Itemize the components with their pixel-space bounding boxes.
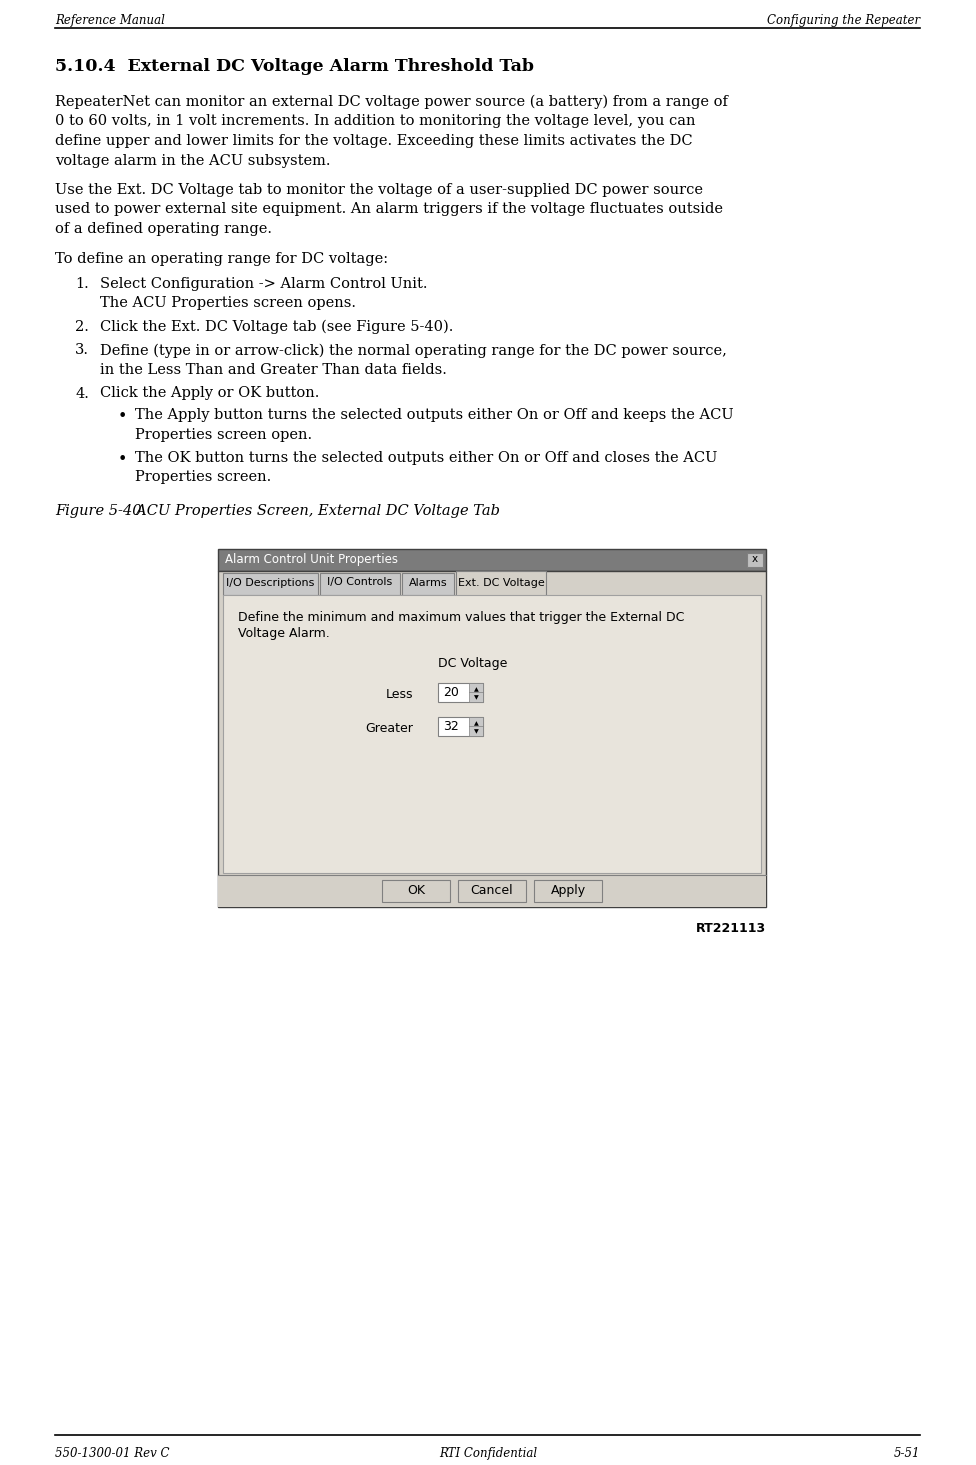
Text: of a defined operating range.: of a defined operating range.	[55, 223, 272, 236]
Text: x: x	[752, 554, 758, 564]
Text: The Apply button turns the selected outputs either On or Off and keeps the ACU: The Apply button turns the selected outp…	[135, 407, 734, 422]
Text: DC Voltage: DC Voltage	[438, 656, 508, 670]
Bar	[457, 593, 545, 595]
Text: ▼: ▼	[473, 696, 478, 700]
Text: ▲: ▲	[473, 687, 478, 693]
Text: 550-1300-01 Rev C: 550-1300-01 Rev C	[55, 1447, 170, 1461]
Text: Select Configuration -> Alarm Control Unit.: Select Configuration -> Alarm Control Un…	[100, 277, 427, 292]
Bar	[382, 879, 450, 901]
Text: Configuring the Repeater: Configuring the Repeater	[767, 15, 920, 26]
Bar	[218, 548, 766, 570]
Text: To define an operating range for DC voltage:: To define an operating range for DC volt…	[55, 252, 388, 265]
Text: ACU Properties Screen, External DC Voltage Tab: ACU Properties Screen, External DC Volta…	[113, 504, 500, 519]
Text: •: •	[118, 407, 128, 425]
Text: •: •	[118, 451, 128, 467]
Text: RepeaterNet can monitor an external DC voltage power source (a battery) from a r: RepeaterNet can monitor an external DC v…	[55, 95, 728, 110]
Text: Properties screen open.: Properties screen open.	[135, 428, 312, 441]
Text: Click the Ext. DC Voltage tab (see Figure 5-40).: Click the Ext. DC Voltage tab (see Figur…	[100, 319, 454, 334]
Text: Apply: Apply	[550, 883, 586, 897]
Text: Alarm Control Unit Properties: Alarm Control Unit Properties	[225, 552, 398, 565]
Text: 4.: 4.	[75, 387, 89, 400]
Bar	[438, 716, 483, 735]
Bar	[218, 570, 766, 907]
Text: RTI Confidential: RTI Confidential	[439, 1447, 537, 1461]
Text: Click the Apply or OK button.: Click the Apply or OK button.	[100, 387, 319, 400]
Text: Use the Ext. DC Voltage tab to monitor the voltage of a user-supplied DC power s: Use the Ext. DC Voltage tab to monitor t…	[55, 183, 703, 196]
Bar	[320, 573, 400, 595]
Text: Figure 5-40: Figure 5-40	[55, 504, 142, 519]
Text: I/O Controls: I/O Controls	[327, 577, 392, 587]
Text: I/O Descriptions: I/O Descriptions	[226, 577, 314, 587]
Text: RT221113: RT221113	[696, 923, 766, 936]
Text: 20: 20	[443, 686, 459, 699]
Text: 5-51: 5-51	[893, 1447, 920, 1461]
Text: Define (type in or arrow-click) the normal operating range for the DC power sour: Define (type in or arrow-click) the norm…	[100, 343, 727, 357]
Text: ▲: ▲	[473, 721, 478, 727]
Text: define upper and lower limits for the voltage. Exceeding these limits activates : define upper and lower limits for the vo…	[55, 133, 693, 148]
Bar	[223, 595, 761, 873]
Text: The ACU Properties screen opens.: The ACU Properties screen opens.	[100, 296, 356, 311]
Text: Reference Manual: Reference Manual	[55, 15, 165, 26]
Bar	[223, 573, 318, 595]
Bar	[747, 552, 763, 567]
Text: Properties screen.: Properties screen.	[135, 470, 271, 485]
Text: in the Less Than and Greater Than data fields.: in the Less Than and Greater Than data f…	[100, 363, 447, 377]
Bar	[469, 683, 483, 702]
Text: Define the minimum and maximum values that trigger the External DC: Define the minimum and maximum values th…	[238, 611, 684, 624]
Text: Alarms: Alarms	[409, 577, 447, 587]
Text: ▼: ▼	[473, 730, 478, 734]
Bar	[456, 570, 546, 595]
Text: 5.10.4  External DC Voltage Alarm Threshold Tab: 5.10.4 External DC Voltage Alarm Thresho…	[55, 59, 534, 75]
Bar	[402, 573, 454, 595]
Text: 1.: 1.	[75, 277, 89, 292]
Text: 3.: 3.	[75, 343, 89, 357]
Text: 0 to 60 volts, in 1 volt increments. In addition to monitoring the voltage level: 0 to 60 volts, in 1 volt increments. In …	[55, 114, 696, 129]
Text: Voltage Alarm.: Voltage Alarm.	[238, 627, 330, 640]
Bar	[438, 683, 483, 702]
Bar	[218, 875, 766, 907]
Bar	[458, 879, 526, 901]
Text: The OK button turns the selected outputs either On or Off and closes the ACU: The OK button turns the selected outputs…	[135, 451, 717, 464]
Bar	[469, 716, 483, 735]
Text: 2.: 2.	[75, 319, 89, 334]
Text: voltage alarm in the ACU subsystem.: voltage alarm in the ACU subsystem.	[55, 154, 331, 167]
Bar	[534, 879, 602, 901]
Text: Cancel: Cancel	[470, 883, 513, 897]
Text: Ext. DC Voltage: Ext. DC Voltage	[458, 577, 545, 587]
Text: Less: Less	[386, 687, 413, 700]
Text: OK: OK	[407, 883, 425, 897]
Text: Greater: Greater	[365, 721, 413, 734]
Text: 32: 32	[443, 719, 459, 732]
Text: used to power external site equipment. An alarm triggers if the voltage fluctuat: used to power external site equipment. A…	[55, 202, 723, 217]
